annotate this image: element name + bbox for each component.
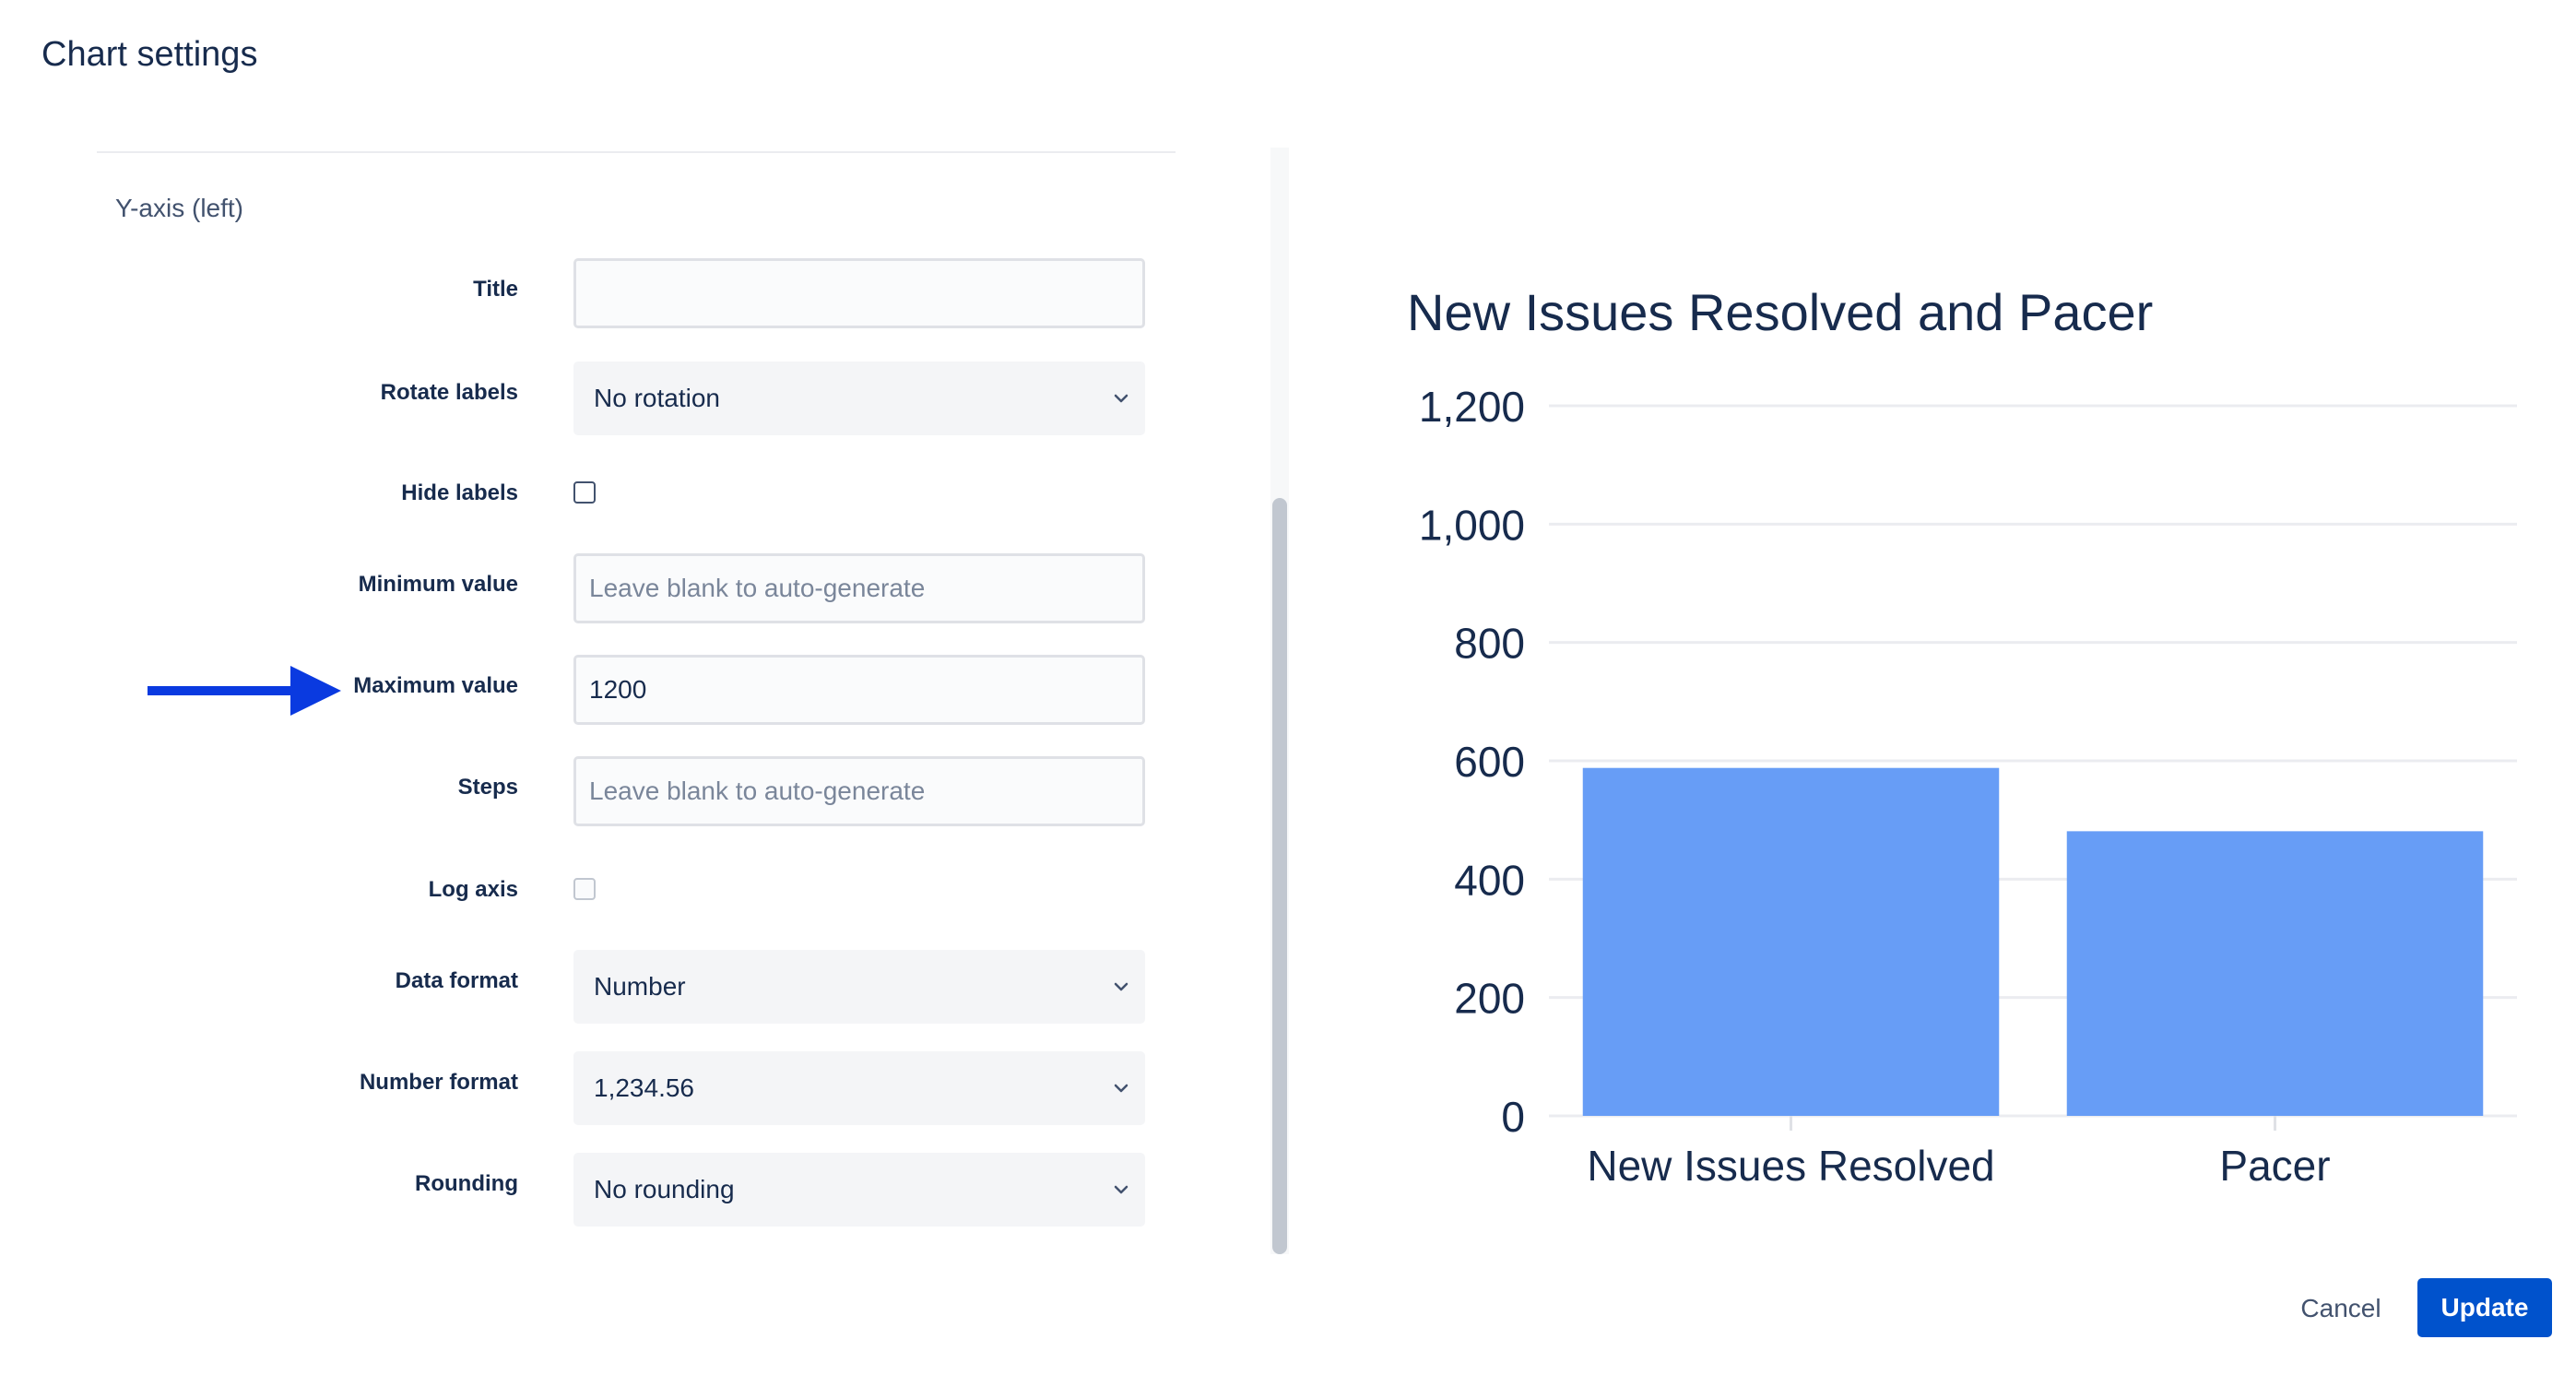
chevron-down-icon bbox=[1114, 982, 1128, 991]
maximum-value-input[interactable] bbox=[573, 655, 1145, 725]
title-label: Title bbox=[473, 277, 518, 302]
hide-labels-checkbox[interactable] bbox=[573, 481, 596, 504]
title-input[interactable] bbox=[573, 258, 1145, 328]
bar-chart: 0 200 400 600 800 1,000 1,200 New Issues Resolv… bbox=[1419, 383, 2517, 1190]
x-tick-label: New Issues Resolved bbox=[1587, 1142, 1994, 1190]
log-axis-checkbox bbox=[573, 878, 596, 900]
rotate-labels-select[interactable]: No rotation bbox=[573, 362, 1145, 435]
arrow-right-icon bbox=[148, 666, 341, 716]
maximum-value-row: Maximum value bbox=[0, 655, 1162, 729]
rotate-labels-row: Rotate labels No rotation bbox=[0, 362, 1162, 435]
rotate-labels-value: No rotation bbox=[594, 384, 720, 412]
log-axis-label: Log axis bbox=[428, 877, 518, 902]
number-format-row: Number format 1,234.56 bbox=[0, 1051, 1162, 1125]
hide-labels-row: Hide labels bbox=[0, 461, 1162, 535]
data-format-row: Data format Number bbox=[0, 950, 1162, 1024]
chevron-down-icon bbox=[1114, 394, 1128, 403]
section-divider bbox=[97, 151, 1176, 153]
rounding-value: No rounding bbox=[594, 1175, 735, 1203]
cancel-button[interactable]: Cancel bbox=[2274, 1278, 2408, 1339]
y-tick-label: 400 bbox=[1454, 856, 1525, 904]
rounding-select[interactable]: No rounding bbox=[573, 1153, 1145, 1227]
maximum-value-label: Maximum value bbox=[353, 673, 518, 698]
bar bbox=[1582, 767, 2000, 1116]
data-format-value: Number bbox=[594, 972, 686, 1001]
y-tick-label: 600 bbox=[1454, 738, 1525, 786]
chart-preview: New Issues Resolved and Pacer 0 200 400 600… bbox=[1383, 258, 2526, 1227]
rounding-label: Rounding bbox=[415, 1171, 518, 1196]
chart-title: New Issues Resolved and Pacer bbox=[1407, 283, 2154, 341]
scrollbar-thumb[interactable] bbox=[1272, 498, 1287, 1254]
data-format-select[interactable]: Number bbox=[573, 950, 1145, 1024]
minimum-value-input[interactable] bbox=[573, 553, 1145, 623]
data-format-label: Data format bbox=[395, 968, 518, 993]
y-tick-label: 1,000 bbox=[1419, 501, 1525, 549]
chevron-down-icon bbox=[1114, 1084, 1128, 1093]
y-tick-label: 1,200 bbox=[1419, 383, 1525, 431]
update-button[interactable]: Update bbox=[2417, 1278, 2552, 1337]
rotate-labels-label: Rotate labels bbox=[380, 380, 518, 405]
bar bbox=[2066, 831, 2484, 1116]
log-axis-row: Log axis bbox=[0, 858, 1162, 931]
chevron-down-icon bbox=[1114, 1185, 1128, 1194]
minimum-value-row: Minimum value bbox=[0, 553, 1162, 627]
steps-row: Steps bbox=[0, 756, 1162, 830]
number-format-value: 1,234.56 bbox=[594, 1073, 694, 1102]
minimum-value-label: Minimum value bbox=[358, 572, 518, 597]
number-format-label: Number format bbox=[359, 1070, 518, 1095]
y-tick-label: 800 bbox=[1454, 620, 1525, 668]
steps-label: Steps bbox=[457, 775, 518, 800]
y-tick-label: 0 bbox=[1501, 1093, 1525, 1141]
title-row: Title bbox=[0, 258, 1162, 332]
dialog-title: Chart settings bbox=[41, 35, 258, 74]
number-format-select[interactable]: 1,234.56 bbox=[573, 1051, 1145, 1125]
section-heading: Y-axis (left) bbox=[115, 194, 244, 222]
y-tick-label: 200 bbox=[1454, 975, 1525, 1023]
steps-input[interactable] bbox=[573, 756, 1145, 826]
rounding-row: Rounding No rounding bbox=[0, 1153, 1162, 1227]
hide-labels-label: Hide labels bbox=[401, 480, 518, 505]
x-tick-label: Pacer bbox=[2219, 1142, 2330, 1190]
